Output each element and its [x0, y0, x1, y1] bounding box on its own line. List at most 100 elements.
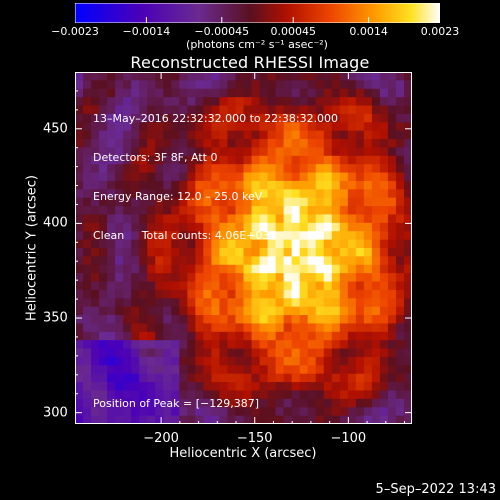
heatmap-cell — [203, 80, 212, 90]
heatmap-cell — [115, 122, 124, 132]
heatmap-cell — [163, 231, 172, 241]
heatmap-cell — [75, 256, 84, 266]
heatmap-cell — [379, 248, 389, 257]
heatmap-cell — [179, 289, 188, 299]
heatmap-cell — [211, 231, 221, 241]
heatmap-cell — [227, 264, 237, 274]
heatmap-cell — [347, 340, 357, 350]
heatmap-cell — [131, 222, 140, 232]
heatmap-cell — [219, 72, 229, 81]
heatmap-cell — [323, 348, 333, 358]
heatmap-cell — [195, 231, 204, 241]
heatmap-cell — [203, 264, 212, 274]
heatmap-cell — [83, 72, 92, 81]
heatmap-cell — [187, 206, 196, 216]
heatmap-cell — [235, 147, 245, 157]
heatmap-cell — [91, 273, 100, 283]
heatmap-cell — [227, 155, 237, 165]
heatmap-cell — [99, 222, 108, 232]
heatmap-cell — [123, 105, 132, 115]
heatmap-cell — [339, 147, 349, 157]
heatmap-cell — [355, 289, 365, 299]
heatmap-cell — [115, 180, 124, 190]
heatmap-cell — [115, 356, 124, 366]
heatmap-cell — [187, 348, 196, 358]
heatmap-cell — [403, 398, 412, 408]
heatmap-cell — [403, 80, 412, 90]
heatmap-cell — [291, 365, 301, 375]
heatmap-cell — [91, 231, 100, 241]
heatmap-cell — [379, 264, 389, 274]
heatmap-cell — [107, 206, 116, 216]
heatmap-cell — [219, 97, 229, 107]
heatmap-cell — [107, 415, 116, 424]
heatmap-cell — [371, 407, 381, 417]
heatmap-cell — [171, 340, 180, 350]
heatmap-cell — [387, 88, 397, 98]
heatmap-cell — [275, 256, 285, 266]
heatmap-cell — [139, 222, 148, 232]
heatmap-cell — [363, 340, 373, 350]
heatmap-cell — [123, 164, 132, 174]
heatmap-cell — [179, 155, 188, 165]
heatmap-cell — [123, 398, 132, 408]
heatmap-cell — [179, 390, 188, 400]
heatmap-cell — [75, 164, 84, 174]
heatmap-cell — [211, 298, 221, 308]
heatmap-cell — [99, 248, 108, 257]
heatmap-cell — [379, 189, 389, 199]
heatmap-cell — [363, 72, 373, 81]
heatmap-cell — [147, 248, 156, 257]
heatmap-cell — [315, 306, 325, 316]
heatmap-cell — [227, 281, 237, 291]
heatmap-cell — [315, 122, 325, 132]
heatmap-cell — [339, 180, 349, 190]
heatmap-cell — [347, 365, 357, 375]
heatmap-cell — [139, 365, 148, 375]
heatmap-cell — [283, 373, 293, 383]
heatmap-cell — [291, 373, 301, 383]
heatmap-cell — [291, 164, 301, 174]
heatmap-cell — [395, 180, 405, 190]
heatmap-cell — [179, 331, 188, 341]
y-tick-label: 300 — [43, 405, 68, 421]
heatmap-cell — [363, 273, 373, 283]
heatmap-cell — [107, 356, 116, 366]
heatmap-cell — [259, 72, 269, 81]
heatmap-cell — [259, 373, 269, 383]
heatmap-cell — [203, 97, 212, 107]
heatmap-cell — [275, 139, 285, 149]
heatmap-cell — [387, 147, 397, 157]
heatmap-cell — [291, 340, 301, 350]
heatmap-cell — [99, 113, 108, 123]
heatmap-cell — [355, 164, 365, 174]
heatmap-cell — [211, 306, 221, 316]
heatmap-cell — [99, 88, 108, 98]
heatmap-cell — [123, 180, 132, 190]
heatmap-cell — [203, 289, 212, 299]
heatmap-cell — [219, 222, 229, 232]
heatmap-cell — [299, 105, 309, 115]
heatmap-cell — [147, 231, 156, 241]
heatmap-cell — [259, 273, 269, 283]
heatmap-cell — [243, 315, 253, 325]
heatmap-cell — [403, 113, 412, 123]
heatmap-cell — [131, 298, 140, 308]
heatmap-cell — [91, 122, 100, 132]
heatmap-cell — [235, 97, 245, 107]
heatmap-cell — [363, 222, 373, 232]
heatmap-cell — [307, 298, 317, 308]
heatmap-cell — [243, 147, 253, 157]
heatmap-cell — [307, 315, 317, 325]
heatmap-cell — [219, 264, 229, 274]
heatmap-cell — [371, 331, 381, 341]
heatmap-cell — [155, 306, 164, 316]
heatmap-cell — [243, 139, 253, 149]
heatmap-cell — [339, 365, 349, 375]
heatmap-cell — [75, 323, 84, 333]
heatmap-cell — [211, 407, 221, 417]
heatmap-cell — [299, 390, 309, 400]
heatmap-cell — [331, 155, 341, 165]
heatmap-cell — [99, 164, 108, 174]
heatmap-cell — [211, 147, 221, 157]
